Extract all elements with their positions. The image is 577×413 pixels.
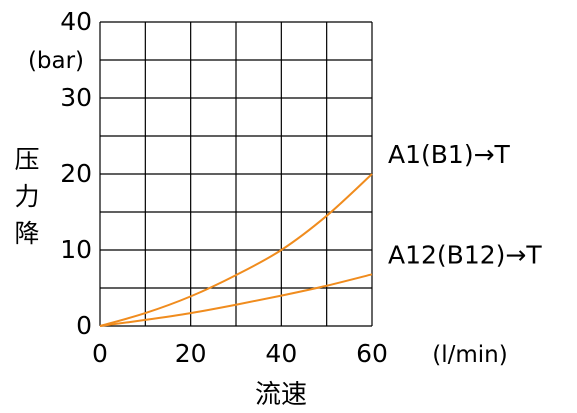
y-tick-label: 10 xyxy=(60,235,92,264)
series-line-2 xyxy=(99,273,373,327)
y-unit: (bar) xyxy=(28,48,84,74)
series-label-2: A12(B12)→T xyxy=(388,240,542,269)
tick-labels: 0 20 40 60 0 10 20 30 40 xyxy=(60,7,388,368)
x-tick-label: 40 xyxy=(265,339,297,368)
y-tick-label: 30 xyxy=(60,83,92,112)
x-axis-label: 流速 xyxy=(255,380,307,410)
y-tick-label: 0 xyxy=(76,311,92,340)
y-tick-label: 40 xyxy=(60,7,92,36)
series-lines xyxy=(99,173,373,327)
x-tick-label: 20 xyxy=(175,339,207,368)
series-labels: A1(B1)→T A12(B12)→T xyxy=(388,140,542,269)
y-axis-label: 压力降 xyxy=(14,145,39,248)
y-tick-label: 20 xyxy=(60,159,92,188)
series-label-1: A1(B1)→T xyxy=(388,140,511,169)
x-tick-label: 0 xyxy=(92,339,108,368)
series-line-1 xyxy=(99,173,373,327)
x-tick-label: 60 xyxy=(356,339,388,368)
grid xyxy=(99,21,373,327)
x-unit: (l/min) xyxy=(432,342,507,368)
